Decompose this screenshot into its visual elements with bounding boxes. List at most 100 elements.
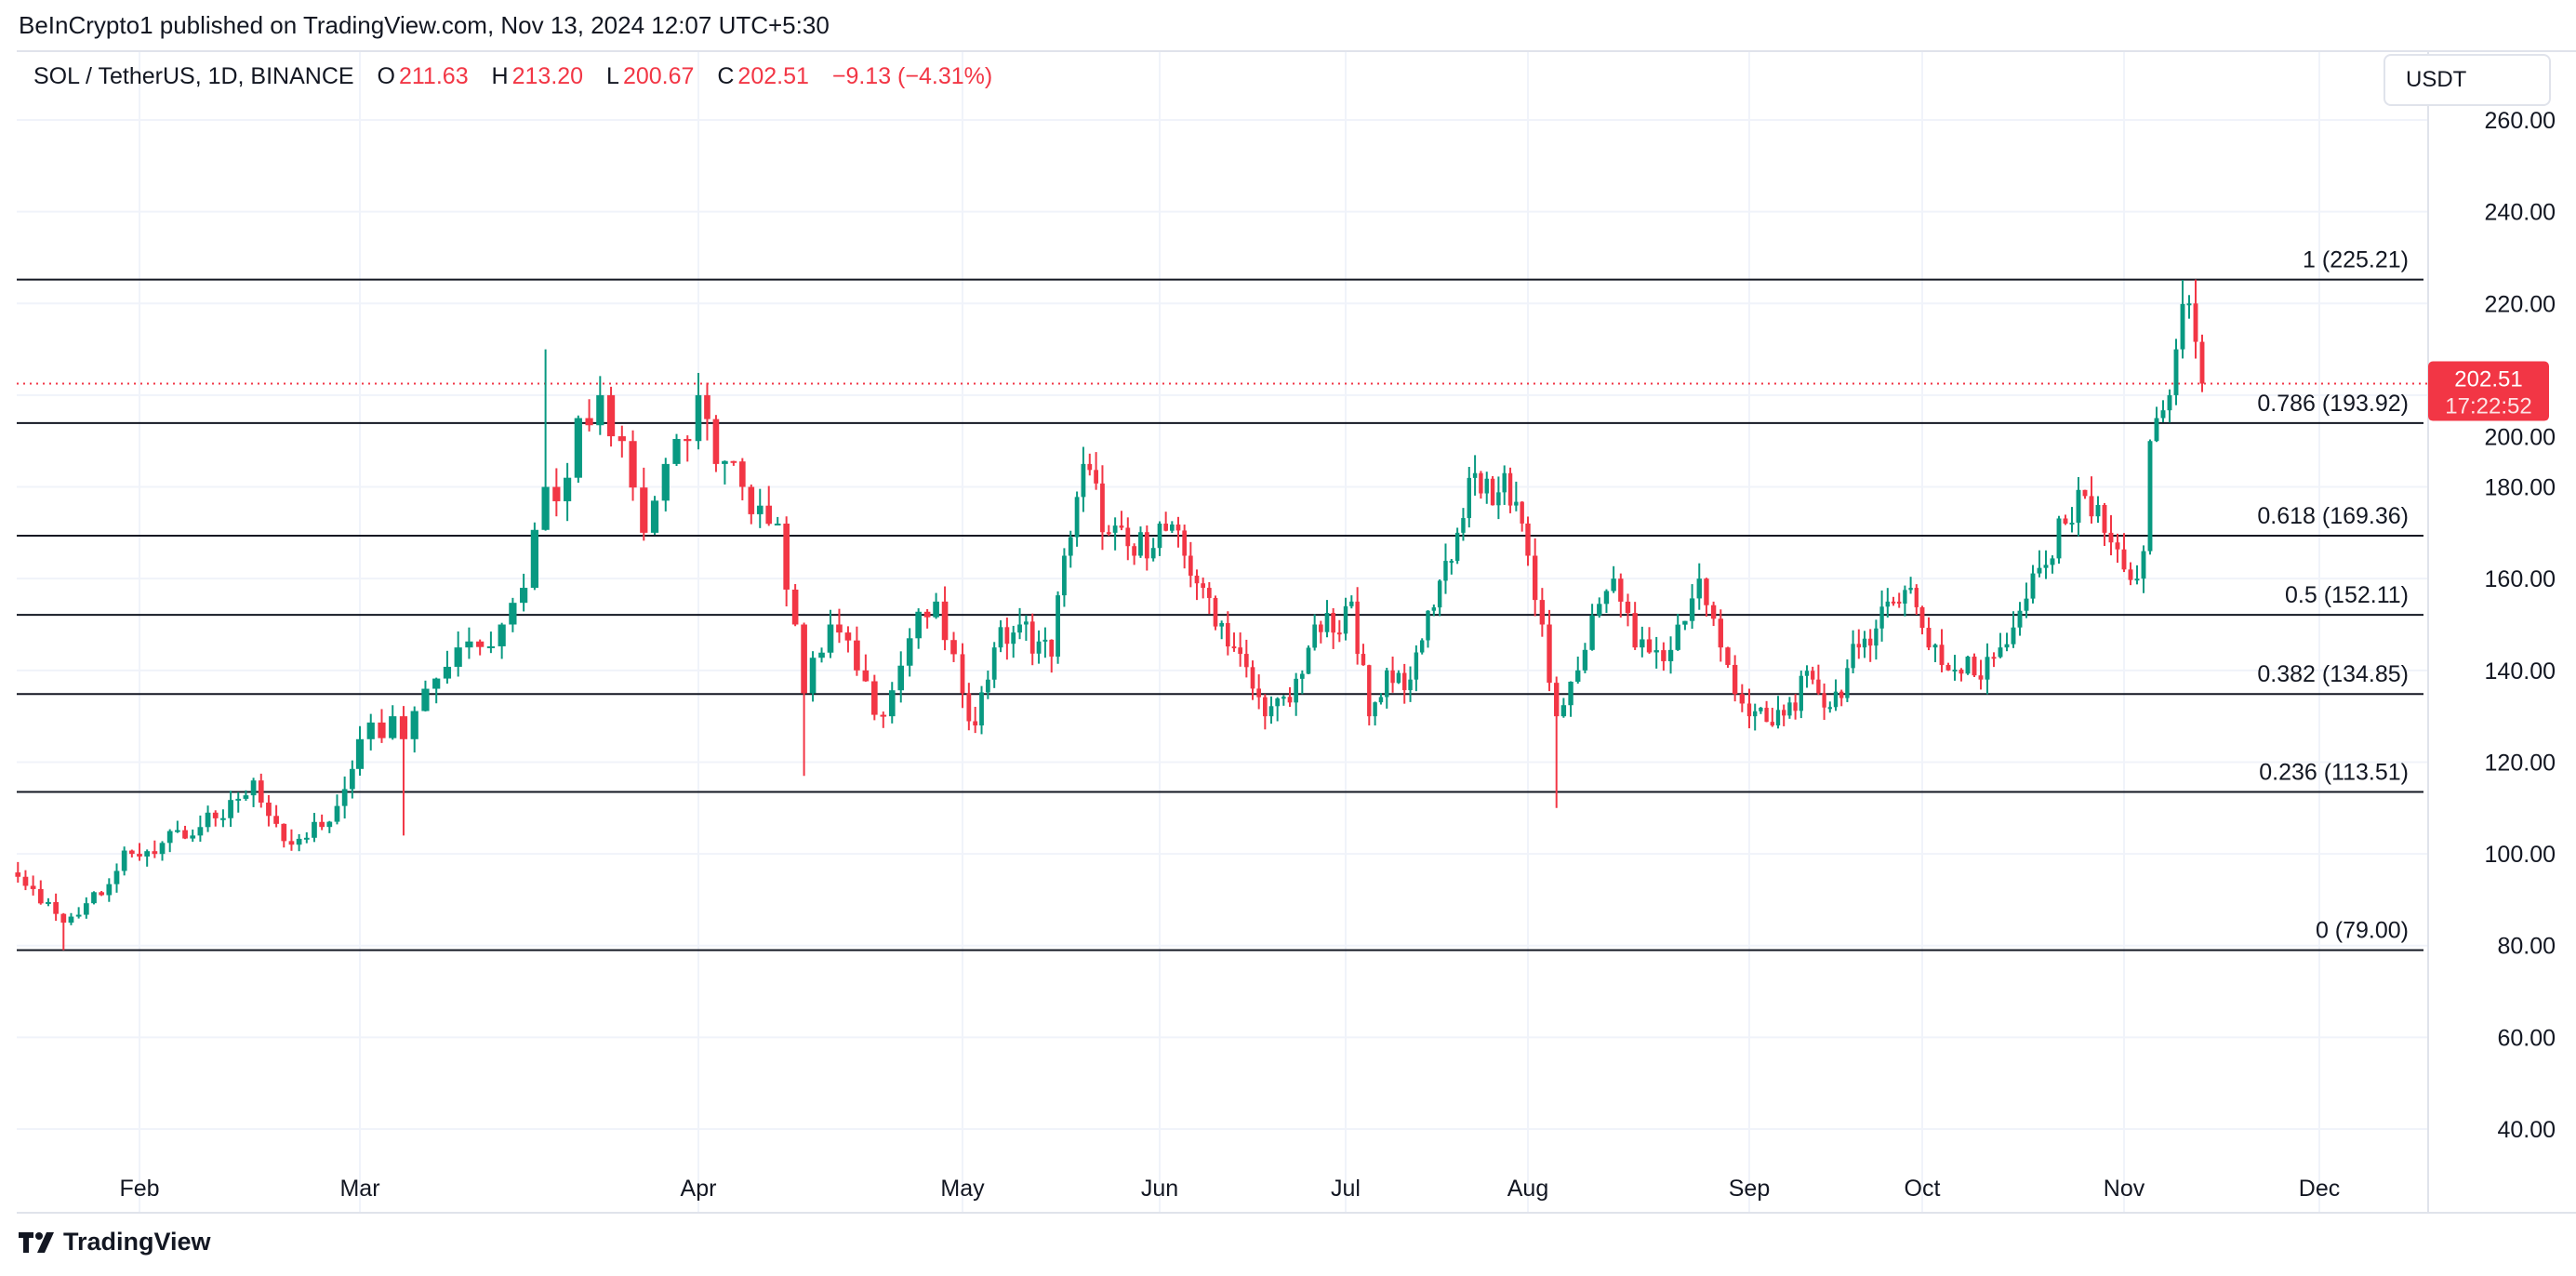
candle-body (2030, 573, 2036, 599)
candle-body (1603, 591, 1610, 605)
candle-body (1885, 601, 1890, 607)
candle-body (1479, 472, 1483, 494)
candle-down (923, 608, 931, 629)
candle-body (712, 419, 720, 464)
candle-up (341, 776, 348, 819)
candle-body (801, 624, 807, 694)
candle-body (2050, 558, 2055, 565)
candle-down (1094, 452, 1099, 490)
candle-up (1804, 665, 1810, 688)
candle-down (1782, 704, 1786, 726)
candle-body (1799, 675, 1803, 711)
candle-up (2056, 515, 2062, 565)
candle-body (1349, 601, 1354, 606)
candle-body (2115, 542, 2120, 550)
candle-down (1106, 525, 1111, 537)
candle-body (2167, 394, 2172, 411)
candle-body (1972, 657, 1977, 676)
candle-down (1256, 674, 1261, 710)
price-tick-label: 120.00 (2485, 750, 2556, 776)
candle-down (60, 912, 67, 950)
candle-body (933, 601, 939, 618)
candle-body (1074, 497, 1080, 538)
candle-body (1472, 472, 1478, 478)
time-axis[interactable]: Feb Mar Apr May Jun Jul Aug Sep Oct Nov Dec (119, 1176, 2340, 1202)
candle-body (355, 738, 365, 769)
candle-body (1632, 613, 1638, 648)
candle-body (296, 838, 302, 845)
candle-up (1952, 655, 1958, 681)
candle-body (1653, 650, 1659, 653)
candle-body (818, 652, 825, 658)
candle-down (1507, 467, 1513, 513)
candle-body (2037, 567, 2042, 574)
candle-up (1472, 455, 1478, 496)
price-tick-label: 100.00 (2485, 842, 2556, 868)
candle-up (2024, 582, 2029, 618)
candle-up (1985, 643, 1990, 695)
candle-up (250, 778, 257, 807)
open-value: 211.63 (398, 63, 469, 89)
candle-down (1287, 686, 1293, 708)
candle-down (1029, 613, 1035, 666)
candle-down (1175, 516, 1181, 548)
candle-up (1042, 627, 1048, 658)
candle-body (1170, 524, 1175, 531)
candle-up (443, 650, 452, 685)
candle-body (1932, 645, 1938, 648)
candle-body (1017, 624, 1022, 633)
candle-down (1978, 659, 1984, 690)
candle-down (552, 468, 561, 517)
candle-up (574, 415, 582, 484)
time-tick-label: Mar (339, 1176, 379, 1202)
candle-body (1764, 708, 1769, 723)
candle-body (399, 716, 408, 739)
candle-body (1507, 472, 1513, 506)
currency-button[interactable]: USDT (2383, 54, 2551, 106)
candle-body (748, 486, 755, 514)
low-value: 200.67 (622, 63, 695, 89)
candle-down (266, 795, 272, 827)
candle-body (1437, 580, 1442, 608)
candle-body (1419, 640, 1425, 653)
candle-body (334, 805, 340, 822)
candle-down (2193, 279, 2198, 359)
candle-down (1661, 642, 1666, 671)
price-tick-label: 180.00 (2485, 475, 2556, 501)
candle-down (128, 849, 135, 857)
candle-body (341, 789, 348, 806)
candle-down (871, 674, 878, 721)
candle-up (2167, 389, 2172, 423)
candle-up (2160, 400, 2166, 423)
candle-up (1074, 491, 1080, 547)
candle-down (1732, 655, 1738, 702)
candle-down (1144, 525, 1149, 571)
candle-body (378, 722, 386, 738)
candle-up (1582, 643, 1588, 673)
candle-body (266, 802, 272, 817)
candle-up (1419, 638, 1425, 655)
fib-level-label: 0.786 (193.92) (2257, 391, 2409, 417)
candle-down (1213, 595, 1218, 631)
change-value: −9.13 (−4.31%) (831, 63, 993, 89)
candle-up (1965, 656, 1971, 675)
candle-down (1250, 660, 1255, 700)
candle-body (871, 681, 878, 715)
candle-body (1029, 621, 1035, 654)
candle-body (1408, 679, 1413, 691)
candle-body (2147, 441, 2153, 552)
candle-up (530, 522, 538, 591)
candle-body (281, 823, 287, 842)
price-axis[interactable]: 260.00 240.00 220.00 200.00 180.00 160.00 140.… (2485, 108, 2556, 1143)
tradingview-logo[interactable]: TradingView (19, 1228, 211, 1256)
candle-body (1725, 647, 1731, 665)
candle-up (1575, 656, 1581, 685)
candle-body (880, 714, 887, 717)
candle-body (2134, 578, 2140, 581)
candle-body (1238, 647, 1242, 655)
symbol-name[interactable]: SOL / TetherUS, 1D, BINANCE (33, 63, 354, 89)
candle-up (1675, 613, 1680, 651)
candle-body (704, 394, 710, 419)
candle-body (2056, 518, 2062, 559)
